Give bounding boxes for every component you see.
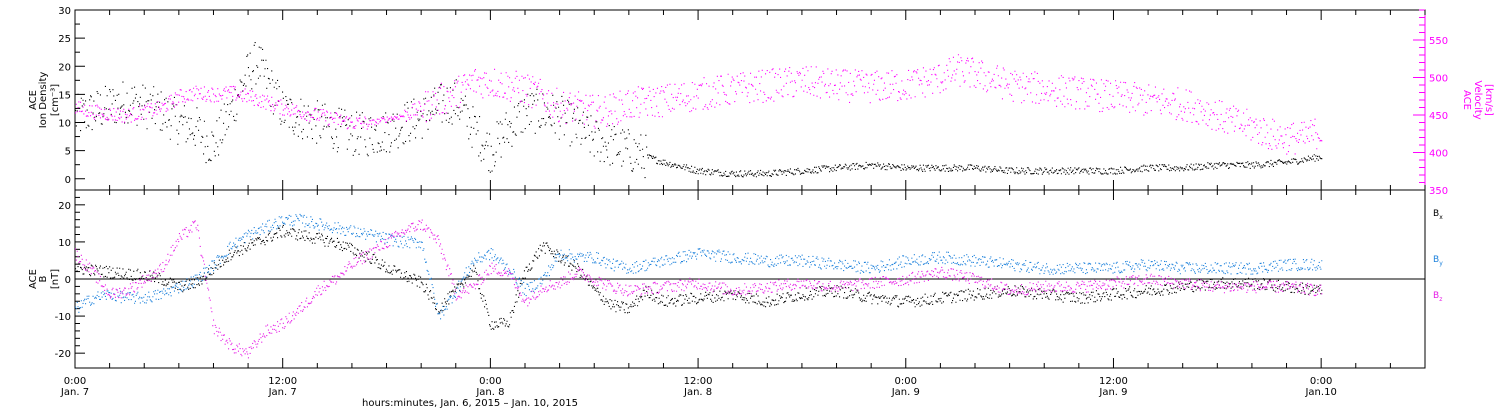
x-tick-time-label: 12:00 <box>1099 376 1128 387</box>
top-right-axis: 350 400 450 500 550 <box>1413 9 1448 197</box>
x-tick-date-label: Jan. 7 <box>268 387 297 398</box>
velocity-label-line2: Velocity <box>1472 80 1483 119</box>
velocity-axis-label: ACE Velocity [km/s] <box>1461 80 1494 119</box>
legend-bz: Bz <box>1433 291 1442 303</box>
b-label-line2: B <box>38 275 49 282</box>
density-series <box>75 42 1323 179</box>
legend-bx: Bx <box>1433 209 1443 221</box>
density-tick-label: 0 <box>65 175 71 186</box>
x-tick-date-label: Jan.10 <box>1304 387 1336 398</box>
x-tick-time-label: 12:00 <box>268 376 297 387</box>
b-label-line1: ACE <box>28 269 39 289</box>
legend-bz-subscript: z <box>1439 296 1442 303</box>
top-series <box>75 42 1323 179</box>
velocity-tick-label: 350 <box>1429 186 1448 197</box>
b-tick-label: 20 <box>58 201 71 212</box>
density-label-line3: [cm⁻³] <box>50 84 61 116</box>
x-axis-title: hours:minutes, Jan. 6, 2015 – Jan. 10, 2… <box>362 398 578 409</box>
bottom-series <box>75 213 1323 359</box>
x-tick-time-label: 0:00 <box>895 376 917 387</box>
b-label-line3: [nT] <box>50 269 61 289</box>
velocity-series <box>75 54 1323 155</box>
density-label-line2: Ion Density <box>38 72 49 129</box>
top-left-axis: 0 5 10 15 20 25 30 <box>58 6 85 186</box>
density-tick-label: 25 <box>58 34 71 45</box>
x-tick-date-label: Jan. 9 <box>1098 387 1127 398</box>
series-by <box>75 213 1323 320</box>
velocity-tick-label: 500 <box>1429 74 1448 85</box>
legend-bx-subscript: x <box>1439 214 1443 221</box>
legend: Bx By Bz <box>1433 209 1443 303</box>
velocity-label-line3: [km/s] <box>1483 84 1494 116</box>
series-bz <box>75 219 1323 359</box>
x-tick-time-label: 0:00 <box>479 376 501 387</box>
b-tick-label: 10 <box>58 238 71 249</box>
b-tick-label: -20 <box>55 349 71 360</box>
x-tick-date-label: Jan. 8 <box>475 387 504 398</box>
velocity-label-line1: ACE <box>1461 90 1472 110</box>
velocity-tick-label: 550 <box>1429 36 1448 47</box>
legend-by-subscript: y <box>1439 260 1443 267</box>
velocity-tick-label: 450 <box>1429 111 1448 122</box>
b-left-axis: -20 -10 0 10 20 <box>55 189 85 360</box>
density-tick-label: 15 <box>58 90 71 101</box>
density-label-line1: ACE <box>28 90 39 110</box>
density-tick-label: 20 <box>58 62 71 73</box>
bottom-panel: -20 -10 0 10 20 ACE B [nT] Bx By Bz <box>28 189 1443 369</box>
legend-by: By <box>1433 255 1443 267</box>
b-axis-label: ACE B [nT] <box>28 269 61 289</box>
velocity-tick-label: 400 <box>1429 149 1448 160</box>
b-tick-label: -10 <box>55 312 71 323</box>
top-panel: 0 5 10 15 20 25 30 350 400 450 500 550 ACE Ion Den… <box>28 6 1494 197</box>
x-tick-time-label: 0:00 <box>1310 376 1332 387</box>
density-tick-label: 10 <box>58 119 71 130</box>
density-tick-label: 5 <box>65 147 71 158</box>
density-tick-label: 30 <box>58 6 71 17</box>
x-tick-date-label: Jan. 8 <box>683 387 712 398</box>
x-tick-time-label: 0:00 <box>64 376 86 387</box>
x-tick-date-label: Jan. 7 <box>60 387 89 398</box>
x-tick-date-label: Jan. 9 <box>891 387 920 398</box>
density-axis-label: ACE Ion Density [cm⁻³] <box>28 72 61 129</box>
x-tick-time-label: 12:00 <box>684 376 713 387</box>
b-tick-label: 0 <box>65 275 71 286</box>
